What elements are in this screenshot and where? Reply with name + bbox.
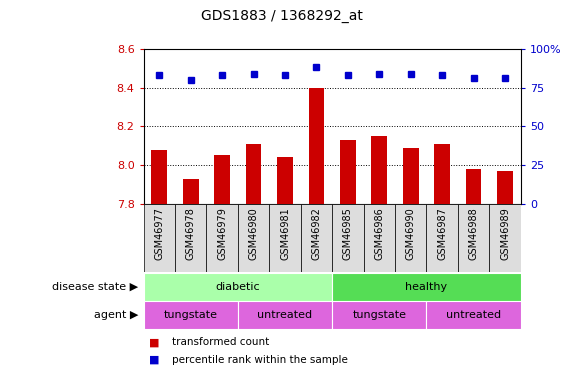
Bar xyxy=(427,302,521,329)
Bar xyxy=(458,204,489,272)
Bar xyxy=(245,144,261,204)
Text: transformed count: transformed count xyxy=(172,338,269,348)
Bar xyxy=(175,204,207,272)
Bar xyxy=(238,302,332,329)
Bar xyxy=(332,204,364,272)
Text: GSM46977: GSM46977 xyxy=(154,207,164,260)
Text: GSM46987: GSM46987 xyxy=(437,207,447,260)
Bar xyxy=(277,158,293,204)
Text: GSM46979: GSM46979 xyxy=(217,207,227,260)
Text: GSM46985: GSM46985 xyxy=(343,207,353,260)
Text: diabetic: diabetic xyxy=(216,282,260,292)
Bar xyxy=(372,136,387,204)
Text: GSM46986: GSM46986 xyxy=(374,207,385,260)
Text: GSM46978: GSM46978 xyxy=(186,207,196,260)
Bar xyxy=(309,88,324,204)
Bar xyxy=(434,144,450,204)
Text: tungstate: tungstate xyxy=(164,310,218,320)
Bar xyxy=(269,204,301,272)
Text: GSM46982: GSM46982 xyxy=(311,207,321,260)
Bar xyxy=(364,204,395,272)
Text: untreated: untreated xyxy=(257,310,312,320)
Text: healthy: healthy xyxy=(405,282,448,292)
Bar xyxy=(427,204,458,272)
Text: GSM46980: GSM46980 xyxy=(249,207,258,260)
Text: GSM46981: GSM46981 xyxy=(280,207,290,260)
Text: GDS1883 / 1368292_at: GDS1883 / 1368292_at xyxy=(200,9,363,23)
Text: GSM46990: GSM46990 xyxy=(406,207,415,260)
Bar xyxy=(332,302,427,329)
Bar xyxy=(215,155,230,204)
Bar xyxy=(144,302,238,329)
Text: agent ▶: agent ▶ xyxy=(93,310,138,320)
Bar xyxy=(238,204,269,272)
Bar xyxy=(497,171,513,204)
Bar xyxy=(144,204,175,272)
Bar xyxy=(403,148,419,204)
Text: disease state ▶: disease state ▶ xyxy=(52,282,138,292)
Text: untreated: untreated xyxy=(446,310,501,320)
Bar xyxy=(151,150,167,204)
Bar xyxy=(207,204,238,272)
Text: percentile rank within the sample: percentile rank within the sample xyxy=(172,355,347,365)
Bar xyxy=(340,140,356,204)
Bar xyxy=(489,204,521,272)
Bar xyxy=(183,179,199,204)
Bar xyxy=(332,273,521,301)
Text: tungstate: tungstate xyxy=(352,310,406,320)
Bar xyxy=(301,204,332,272)
Text: ■: ■ xyxy=(149,338,160,348)
Bar xyxy=(144,273,332,301)
Text: ■: ■ xyxy=(149,355,160,365)
Bar xyxy=(466,169,481,204)
Text: GSM46989: GSM46989 xyxy=(500,207,510,260)
Text: GSM46988: GSM46988 xyxy=(468,207,479,260)
Bar xyxy=(395,204,427,272)
